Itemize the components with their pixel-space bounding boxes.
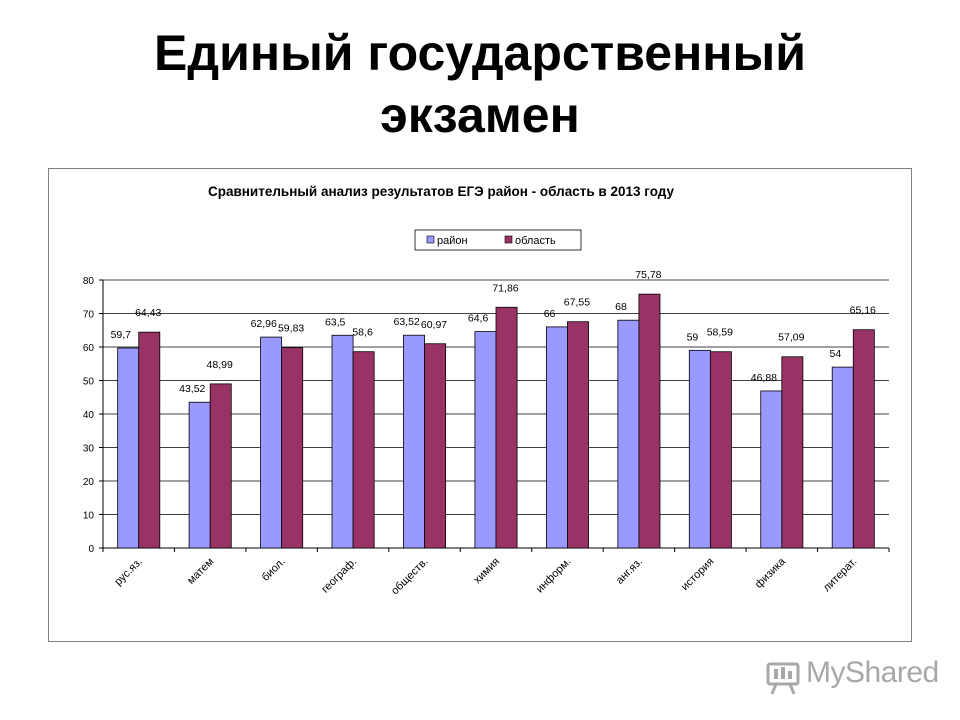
bar-oblast	[567, 321, 589, 549]
data-label: 59,7	[111, 329, 132, 341]
x-tick-label: физика	[753, 555, 789, 591]
bar-oblast	[281, 347, 304, 549]
y-tick-label: 80	[83, 276, 95, 287]
data-label: 43,52	[179, 383, 205, 395]
data-label: 75,78	[635, 269, 661, 281]
y-tick-label: 20	[83, 477, 95, 488]
bar-raion	[474, 331, 497, 549]
data-label: 65,16	[850, 305, 876, 317]
bar-raion	[331, 334, 354, 549]
x-tick-label: биол.	[260, 556, 288, 584]
y-tick-label: 60	[83, 343, 95, 354]
bar-raion	[760, 390, 783, 549]
data-label: 63,52	[393, 316, 419, 328]
x-tick-label: географ.	[319, 556, 359, 596]
data-label: 59,83	[278, 323, 304, 335]
data-label: 60,97	[421, 319, 447, 331]
y-tick-label: 10	[83, 511, 95, 522]
chart-frame: Сравнительный анализ результатов ЕГЭ рай…	[48, 168, 912, 642]
y-tick-label: 50	[83, 377, 95, 388]
bar-raion	[617, 319, 640, 549]
bar-oblast	[495, 306, 518, 549]
data-label: 71,86	[492, 282, 518, 294]
x-tick-label: информ.	[534, 556, 574, 596]
bar-oblast	[138, 331, 161, 549]
slide-title: Единый государственный экзамен	[0, 22, 960, 146]
data-label: 58,6	[352, 327, 373, 339]
x-tick-label: рус.яз.	[112, 556, 145, 589]
x-tick-label: матем	[185, 556, 216, 587]
data-label: 54	[830, 348, 842, 360]
data-label: 57,09	[778, 332, 804, 344]
watermark: MyShared	[764, 652, 939, 696]
legend-label: область	[515, 235, 556, 247]
bar-oblast	[709, 351, 732, 549]
y-tick-label: 70	[83, 310, 95, 321]
data-label: 48,99	[207, 359, 233, 371]
chart-title: Сравнительный анализ результатов ЕГЭ рай…	[208, 184, 675, 199]
slide-title-line-1: Единый государственный	[154, 25, 806, 81]
data-label: 63,5	[325, 316, 346, 328]
x-tick-label: история	[679, 556, 716, 593]
data-label: 46,88	[751, 372, 777, 384]
bar-raion	[688, 349, 711, 549]
legend-swatch	[426, 235, 435, 244]
bar-oblast	[352, 351, 375, 549]
y-tick-label: 30	[83, 444, 95, 455]
x-tick-label: анг.яз.	[614, 556, 645, 587]
bar-chart: Сравнительный анализ результатов ЕГЭ рай…	[83, 184, 890, 598]
legend-box	[414, 229, 582, 251]
bar-oblast	[781, 356, 804, 549]
data-label: 64,43	[135, 307, 161, 319]
bar-raion	[117, 347, 140, 549]
data-label: 62,96	[251, 318, 277, 330]
data-label: 68	[615, 301, 627, 313]
bar-raion	[403, 334, 425, 549]
slide-title-line-2: экзамен	[380, 87, 580, 143]
bar-raion	[831, 366, 854, 549]
bar-raion	[188, 401, 211, 549]
y-tick-label: 0	[88, 544, 94, 555]
chart-legend: район область	[414, 229, 582, 251]
data-label: 64,6	[468, 313, 489, 325]
x-tick-label: химия	[471, 556, 502, 587]
bar-oblast	[638, 293, 661, 549]
plot-area: 0 10 20 30 40 50 60 70 80 59,764,43 рус.яз. 43,5248…	[83, 269, 890, 598]
watermark-text: MyShared	[806, 656, 939, 689]
data-label: 66	[544, 308, 556, 320]
x-tick-label: обществ.	[389, 556, 431, 598]
bar-oblast	[852, 329, 875, 549]
legend-label: район	[437, 235, 468, 247]
y-tick-label: 40	[83, 410, 95, 421]
legend-swatch	[504, 235, 513, 244]
data-label: 67,55	[564, 297, 590, 309]
data-label: 58,59	[707, 327, 733, 339]
bar-oblast	[209, 383, 232, 549]
bar-oblast	[424, 343, 447, 549]
data-label: 59	[687, 331, 699, 343]
bar-raion	[260, 336, 283, 549]
presenter-board-logo-icon	[766, 662, 800, 695]
bar-raion	[545, 326, 568, 549]
x-tick-label: литерат.	[821, 556, 860, 595]
